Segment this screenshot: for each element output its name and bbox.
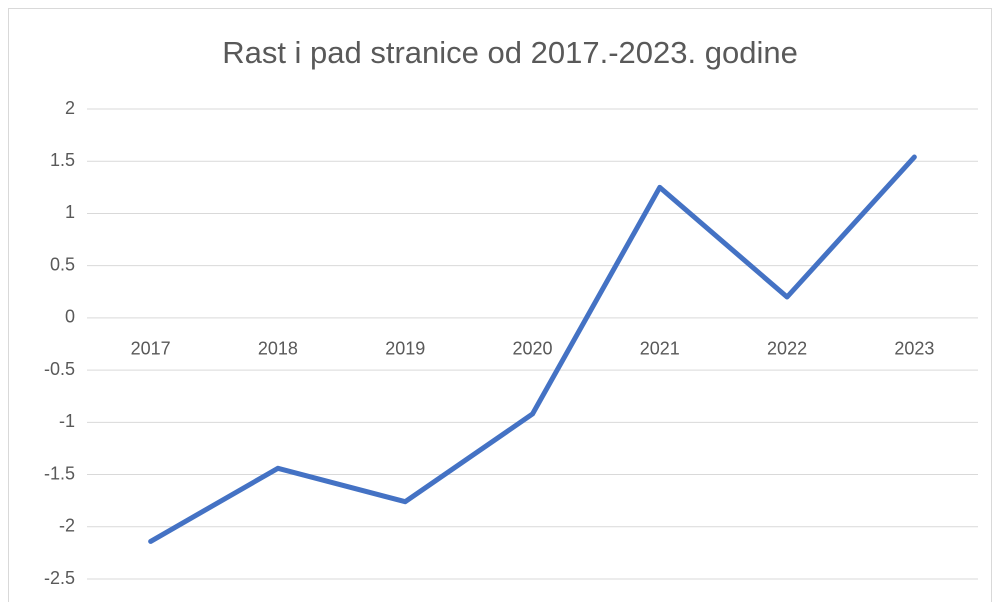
data-line: [148, 154, 917, 544]
y-tick-label: -1.5: [44, 463, 75, 483]
y-tick-label: -0.5: [44, 359, 75, 379]
x-tick-label: 2023: [894, 339, 934, 359]
y-tick-label: 0: [65, 307, 75, 327]
y-tick-label: -2.5: [44, 568, 75, 588]
chart-frame: [8, 8, 992, 602]
x-tick-label: 2021: [640, 339, 680, 359]
y-tick-label: 0.5: [50, 254, 75, 274]
x-tick-label: 2019: [385, 339, 425, 359]
x-tick-label: 2017: [131, 339, 171, 359]
x-tick-label: 2018: [258, 339, 298, 359]
y-tick-label: 1: [65, 202, 75, 222]
y-tick-label: 1.5: [50, 150, 75, 170]
x-tick-label: 2020: [512, 339, 552, 359]
x-tick-label: 2022: [767, 339, 807, 359]
y-tick-label: -1: [59, 411, 75, 431]
y-tick-label: 2: [65, 98, 75, 118]
chart-title: Rast i pad stranice od 2017.-2023. godin…: [222, 35, 798, 70]
y-tick-label: -2: [59, 516, 75, 536]
